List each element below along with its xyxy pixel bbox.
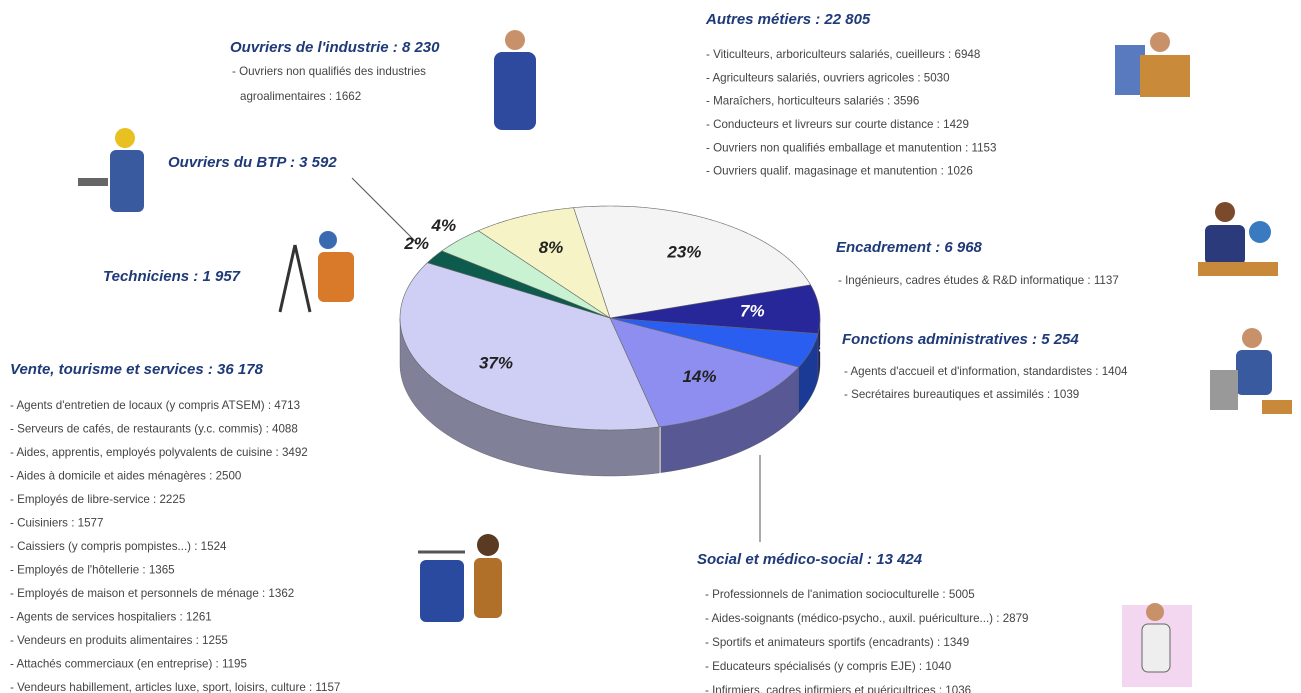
group-item: - Agents de services hospitaliers : 1261 — [10, 611, 212, 624]
icon-manager — [1198, 202, 1278, 276]
icon-delivery — [1115, 32, 1190, 97]
group-title: Encadrement : 6 968 — [836, 239, 983, 256]
group-item: - Caissiers (y compris pompistes...) : 1… — [10, 540, 227, 553]
group-item: - Infirmiers, cadres infirmiers et puéri… — [705, 684, 971, 693]
slice-label: 7% — [740, 301, 765, 320]
group-item: - Ouvriers non qualifiés des industries — [232, 65, 426, 78]
pie: 23% 7% 5% 14% 37% 2%4% 8% — [400, 206, 843, 476]
group-item: - Aides à domicile et aides ménagères : … — [10, 470, 241, 483]
group-item: - Attachés commerciaux (en entreprise) :… — [10, 658, 247, 671]
slice-label: 14% — [682, 367, 716, 386]
group-title: Ouvriers du BTP : 3 592 — [168, 154, 337, 171]
group-item: - Viticulteurs, arboriculteurs salariés,… — [706, 48, 980, 61]
icon-saleswoman — [418, 534, 502, 622]
group-item: - Vendeurs en produits alimentaires : 12… — [10, 634, 228, 647]
icon-technician — [280, 231, 354, 312]
group-title: Ouvriers de l'industrie : 8 230 — [230, 39, 440, 56]
group-item: - Employés de libre-service : 2225 — [10, 493, 185, 506]
group-item: - Employés de maison et personnels de mé… — [10, 587, 294, 600]
group-item: - Aides-soignants (médico-psycho., auxil… — [705, 612, 1029, 625]
group-item: agroalimentaires : 1662 — [240, 90, 361, 103]
slice-label: 4% — [431, 216, 457, 235]
group-item: - Maraîchers, horticulteurs salariés : 3… — [706, 95, 919, 108]
icon-receptionist — [1210, 328, 1292, 414]
group-item: - Cuisiniers : 1577 — [10, 517, 103, 530]
icon-industry-worker — [494, 30, 536, 130]
group-title: Social et médico-social : 13 424 — [697, 551, 923, 568]
group-item: - Sportifs et animateurs sportifs (encad… — [705, 636, 969, 649]
group-item: - Aides, apprentis, employés polyvalents… — [10, 446, 308, 459]
group-item: - Serveurs de cafés, de restaurants (y.c… — [10, 423, 298, 436]
group-item: - Agents d'accueil et d'information, sta… — [844, 365, 1128, 378]
slice-label: 2% — [403, 234, 429, 253]
group-item: - Vendeurs habillement, articles luxe, s… — [10, 681, 340, 693]
slice-label: 37% — [479, 353, 513, 372]
group-item: - Agents d'entretien de locaux (y compri… — [10, 399, 300, 412]
group-title: Autres métiers : 22 805 — [705, 11, 871, 28]
infographic: 23% 7% 5% 14% 37% 2%4% 8% Autres métiers : 22 … — [0, 0, 1301, 693]
slice-label: 5% — [819, 338, 844, 357]
group-item: - Educateurs spécialisés (y compris EJE)… — [705, 660, 951, 673]
group-item: - Ouvriers non qualifiés emballage et ma… — [706, 141, 996, 154]
group-title: Techniciens : 1 957 — [103, 268, 241, 285]
icon-nurse — [1122, 603, 1192, 687]
group-item: - Agriculteurs salariés, ouvriers agrico… — [706, 71, 950, 84]
slice-label: 23% — [666, 242, 701, 261]
group-title: Vente, tourisme et services : 36 178 — [10, 361, 264, 378]
group-item: - Conducteurs et livreurs sur courte dis… — [706, 118, 969, 131]
group-item: - Employés de l'hôtellerie : 1365 — [10, 564, 175, 577]
group-item: - Professionnels de l'animation sociocul… — [705, 588, 975, 601]
icon-construction-worker — [78, 128, 144, 212]
slice-label: 8% — [539, 238, 564, 257]
group-item: - Ouvriers qualif. magasinage et manuten… — [706, 165, 973, 178]
group-item: - Secrétaires bureautiques et assimilés … — [844, 388, 1079, 401]
group-title: Fonctions administratives : 5 254 — [842, 331, 1079, 348]
group-item: - Ingénieurs, cadres études & R&D inform… — [838, 274, 1119, 287]
